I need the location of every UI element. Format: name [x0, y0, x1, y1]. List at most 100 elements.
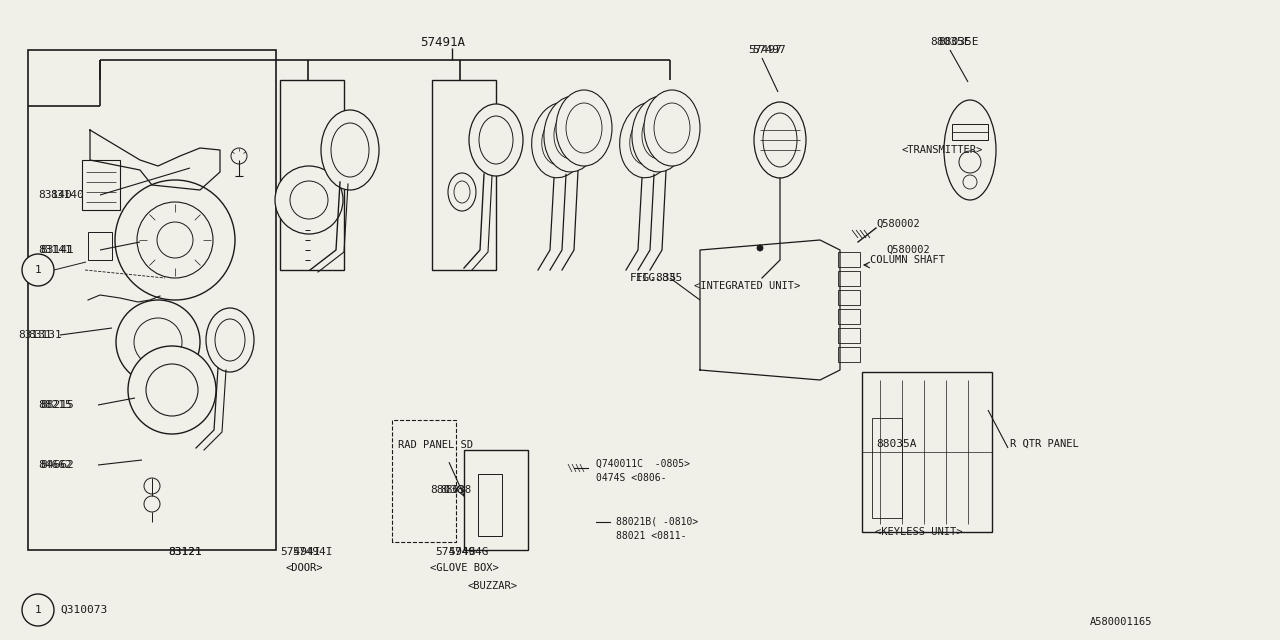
- Text: 1: 1: [35, 605, 41, 615]
- Text: FIG.835: FIG.835: [636, 273, 684, 283]
- Circle shape: [291, 181, 328, 219]
- Polygon shape: [700, 240, 840, 380]
- Text: 83141: 83141: [38, 245, 72, 255]
- Text: RAD PANEL SD: RAD PANEL SD: [398, 440, 474, 450]
- Text: 88038: 88038: [440, 485, 471, 495]
- Text: Q580002: Q580002: [876, 219, 920, 229]
- Ellipse shape: [448, 173, 476, 211]
- Text: <GLOVE BOX>: <GLOVE BOX>: [430, 563, 499, 573]
- Text: 83131: 83131: [18, 330, 51, 340]
- Text: 88215: 88215: [40, 400, 74, 410]
- Circle shape: [137, 202, 212, 278]
- Bar: [952, 124, 988, 140]
- Text: A580001165: A580001165: [1091, 617, 1152, 627]
- Ellipse shape: [654, 103, 690, 153]
- Bar: [477, 474, 502, 536]
- Circle shape: [143, 478, 160, 494]
- Text: 83141: 83141: [40, 245, 74, 255]
- Text: Q580002: Q580002: [886, 245, 929, 255]
- Text: <DOOR>: <DOOR>: [285, 563, 324, 573]
- Circle shape: [22, 254, 54, 286]
- Text: 88021B( -0810>: 88021B( -0810>: [616, 517, 699, 527]
- Circle shape: [128, 346, 216, 434]
- Bar: [861, 372, 992, 532]
- Circle shape: [230, 148, 247, 164]
- Text: 57494G: 57494G: [448, 547, 489, 557]
- Text: Q310073: Q310073: [60, 605, 108, 615]
- Ellipse shape: [321, 110, 379, 190]
- Ellipse shape: [763, 113, 797, 167]
- Bar: [433, 80, 497, 270]
- Ellipse shape: [479, 116, 513, 164]
- Ellipse shape: [620, 102, 676, 178]
- Circle shape: [116, 300, 200, 384]
- Circle shape: [143, 496, 160, 512]
- Bar: [465, 450, 529, 550]
- Text: 88021 <0811-: 88021 <0811-: [616, 531, 686, 541]
- Ellipse shape: [566, 103, 602, 153]
- Text: 88035A: 88035A: [876, 439, 916, 449]
- Ellipse shape: [945, 100, 996, 200]
- Text: R QTR PANEL: R QTR PANEL: [1010, 439, 1079, 449]
- Ellipse shape: [531, 102, 589, 178]
- Ellipse shape: [541, 115, 579, 165]
- Circle shape: [22, 594, 54, 626]
- Circle shape: [275, 166, 343, 234]
- Ellipse shape: [544, 96, 600, 172]
- Text: 57497: 57497: [753, 45, 786, 55]
- Bar: [838, 347, 860, 362]
- Text: 1: 1: [35, 265, 41, 275]
- Ellipse shape: [644, 90, 700, 166]
- Text: 83131: 83131: [28, 330, 61, 340]
- Ellipse shape: [643, 109, 678, 159]
- Text: 83140: 83140: [50, 190, 83, 200]
- Bar: [838, 328, 860, 343]
- Text: <BUZZAR>: <BUZZAR>: [468, 581, 518, 591]
- Text: Q740011C  -0805>: Q740011C -0805>: [596, 459, 690, 469]
- Ellipse shape: [554, 109, 590, 159]
- Circle shape: [756, 245, 763, 251]
- Text: 83121: 83121: [168, 547, 202, 557]
- Text: 88215: 88215: [38, 400, 72, 410]
- Text: FIG.835: FIG.835: [630, 273, 677, 283]
- Bar: [88, 232, 113, 260]
- Text: <INTEGRATED UNIT>: <INTEGRATED UNIT>: [694, 281, 800, 291]
- Ellipse shape: [754, 102, 806, 178]
- Text: 83121: 83121: [168, 547, 202, 557]
- Ellipse shape: [556, 90, 612, 166]
- Text: 57494I: 57494I: [292, 547, 333, 557]
- Text: 88038: 88038: [430, 485, 463, 495]
- Text: 57491A: 57491A: [420, 35, 465, 49]
- Ellipse shape: [215, 319, 244, 361]
- Text: 83140: 83140: [38, 190, 72, 200]
- Circle shape: [963, 175, 977, 189]
- Bar: [872, 418, 902, 518]
- Ellipse shape: [206, 308, 253, 372]
- Ellipse shape: [630, 115, 667, 165]
- Bar: [28, 50, 276, 550]
- Text: <KEYLESS UNIT>: <KEYLESS UNIT>: [876, 527, 963, 537]
- Text: 57494I: 57494I: [280, 547, 320, 557]
- Circle shape: [115, 180, 236, 300]
- Bar: [82, 160, 120, 210]
- Circle shape: [157, 222, 193, 258]
- Bar: [838, 290, 860, 305]
- Circle shape: [134, 318, 182, 366]
- Bar: [838, 252, 860, 267]
- Text: 84662: 84662: [38, 460, 72, 470]
- Text: 57497: 57497: [748, 45, 782, 55]
- Circle shape: [959, 151, 980, 173]
- Text: 57494G: 57494G: [435, 547, 475, 557]
- Bar: [280, 80, 344, 270]
- Text: 84662: 84662: [40, 460, 74, 470]
- Text: 88035E: 88035E: [931, 37, 970, 47]
- Circle shape: [146, 364, 198, 416]
- Text: 0474S <0806-: 0474S <0806-: [596, 473, 667, 483]
- Text: <TRANSMITTER>: <TRANSMITTER>: [902, 145, 983, 155]
- Bar: [838, 309, 860, 324]
- Text: COLUMN SHAFT: COLUMN SHAFT: [870, 255, 945, 265]
- Bar: [838, 271, 860, 286]
- Ellipse shape: [454, 181, 470, 203]
- Ellipse shape: [632, 96, 689, 172]
- Ellipse shape: [468, 104, 524, 176]
